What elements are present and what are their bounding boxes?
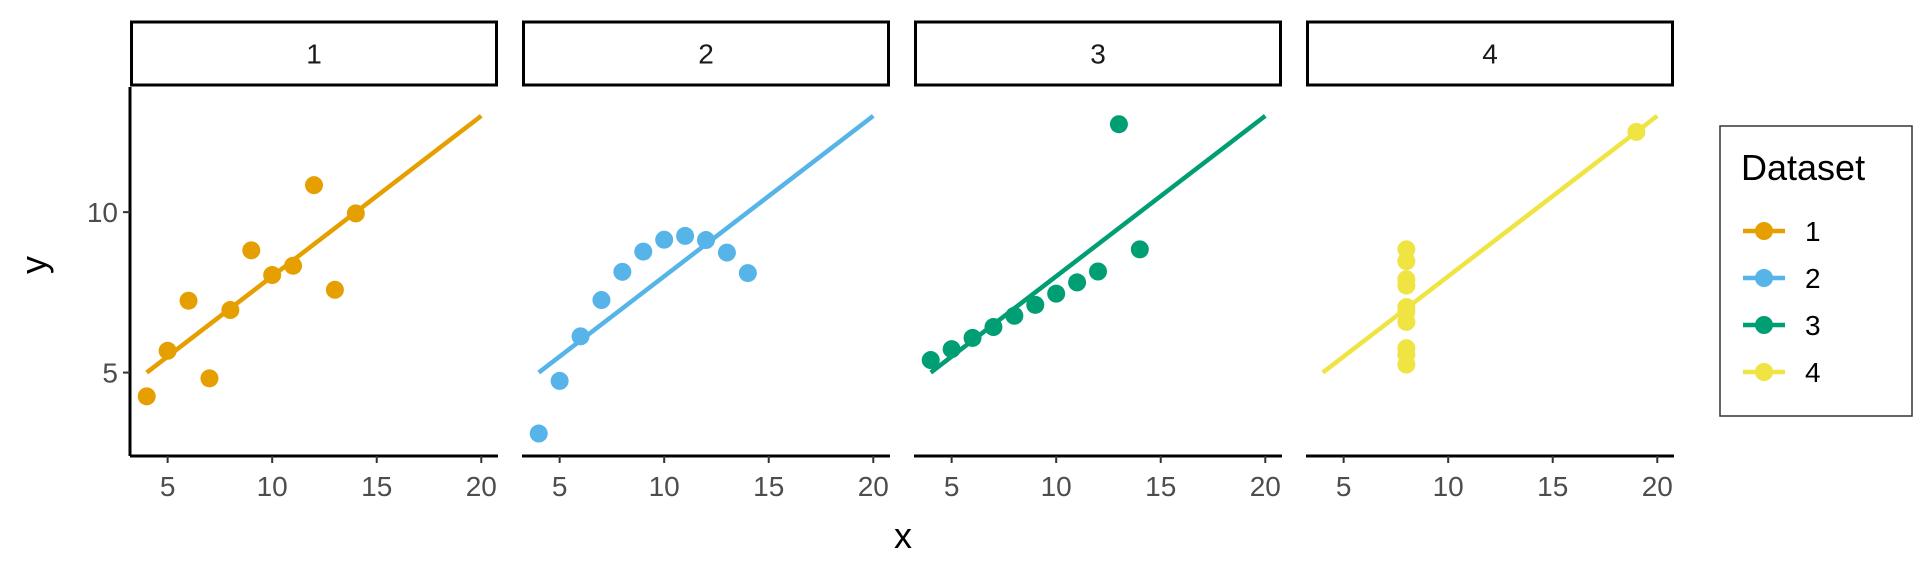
data-point	[1005, 306, 1024, 325]
legend-key-point	[1755, 269, 1773, 287]
legend-item-3: 3	[1743, 310, 1821, 341]
y-tick-label: 10	[87, 197, 118, 228]
facet-strip-label: 2	[698, 39, 714, 70]
x-axis-title: x	[894, 515, 912, 556]
facet-strip	[522, 20, 890, 87]
data-point	[179, 291, 198, 310]
data-point	[325, 280, 344, 299]
data-point	[676, 226, 695, 245]
x-tick-label: 5	[552, 471, 568, 502]
facet-strip	[1306, 20, 1674, 87]
x-tick-label: 10	[649, 471, 680, 502]
x-tick-label: 5	[1336, 471, 1352, 502]
x-tick-label: 15	[753, 471, 784, 502]
facet-panel-3: 3 5 10 15 20	[914, 20, 1282, 502]
legend-item-label: 2	[1805, 263, 1821, 294]
x-tick-label: 10	[1433, 471, 1464, 502]
legend-key-point	[1755, 363, 1773, 381]
legend-key-point	[1755, 316, 1773, 334]
data-point	[1397, 252, 1416, 271]
data-point	[921, 351, 940, 370]
legend-box	[1719, 125, 1913, 417]
data-point	[137, 387, 156, 406]
data-point	[634, 242, 653, 261]
legend-item-2: 2	[1743, 263, 1821, 294]
data-point	[221, 301, 240, 320]
x-tick-label: 10	[1041, 471, 1072, 502]
data-point	[738, 264, 757, 283]
x-tick-label: 10	[257, 471, 288, 502]
legend-item-label: 4	[1805, 357, 1821, 388]
x-tick-label: 20	[1250, 471, 1281, 502]
x-tick-label: 5	[944, 471, 960, 502]
data-point	[158, 341, 177, 360]
data-point	[305, 176, 323, 195]
data-point	[550, 371, 569, 390]
data-point	[1130, 240, 1149, 259]
data-point	[613, 262, 632, 281]
legend-item-1: 1	[1743, 216, 1821, 247]
regression-line	[145, 114, 483, 375]
x-tick-label: 20	[858, 471, 889, 502]
facet-strip	[130, 20, 498, 87]
x-tick-label: 15	[361, 471, 392, 502]
facet-panel-2: 2 5 10 15 20	[522, 20, 890, 502]
data-point	[697, 231, 715, 250]
data-point	[1089, 262, 1107, 281]
data-point	[1397, 302, 1416, 321]
legend: Dataset 1 2 3 4	[1719, 125, 1913, 417]
data-point	[592, 291, 611, 310]
x-tick-label: 20	[466, 471, 497, 502]
facet-strip-label: 1	[306, 39, 322, 70]
facet-strip-label: 3	[1090, 39, 1106, 70]
legend-items: 1 2 3 4	[1743, 216, 1821, 388]
x-tick-label: 15	[1537, 471, 1568, 502]
facet-strip	[914, 20, 1282, 87]
y-tick-label: 5	[102, 358, 118, 389]
x-tick-label: 15	[1145, 471, 1176, 502]
data-point	[263, 266, 282, 285]
regression-line	[1321, 114, 1659, 375]
x-tick-label: 5	[160, 471, 176, 502]
legend-key-point	[1755, 222, 1773, 240]
data-point	[1397, 270, 1416, 289]
data-point	[1109, 115, 1128, 134]
facet-strip-label: 4	[1482, 39, 1498, 70]
data-point	[346, 204, 365, 223]
data-point	[242, 241, 261, 260]
data-point	[717, 243, 736, 262]
data-point	[984, 318, 1003, 337]
regression-line	[929, 114, 1267, 375]
legend-item-4: 4	[1743, 357, 1821, 388]
legend-item-label: 1	[1805, 216, 1821, 247]
data-point	[284, 256, 303, 275]
y-axis-title: y	[13, 256, 54, 274]
data-point	[200, 369, 219, 388]
facet-panel-4: 4 5 10 15 20	[1306, 20, 1674, 502]
data-point	[963, 328, 982, 347]
data-point	[1026, 295, 1045, 314]
data-point	[1397, 345, 1416, 364]
x-tick-label: 20	[1642, 471, 1673, 502]
data-point	[529, 424, 548, 443]
data-point	[655, 230, 674, 249]
data-point	[1627, 122, 1646, 141]
data-point	[571, 327, 590, 346]
data-point	[1047, 284, 1066, 303]
legend-item-label: 3	[1805, 310, 1821, 341]
legend-title: Dataset	[1741, 147, 1865, 188]
data-point	[1068, 273, 1087, 292]
data-point	[942, 340, 961, 359]
